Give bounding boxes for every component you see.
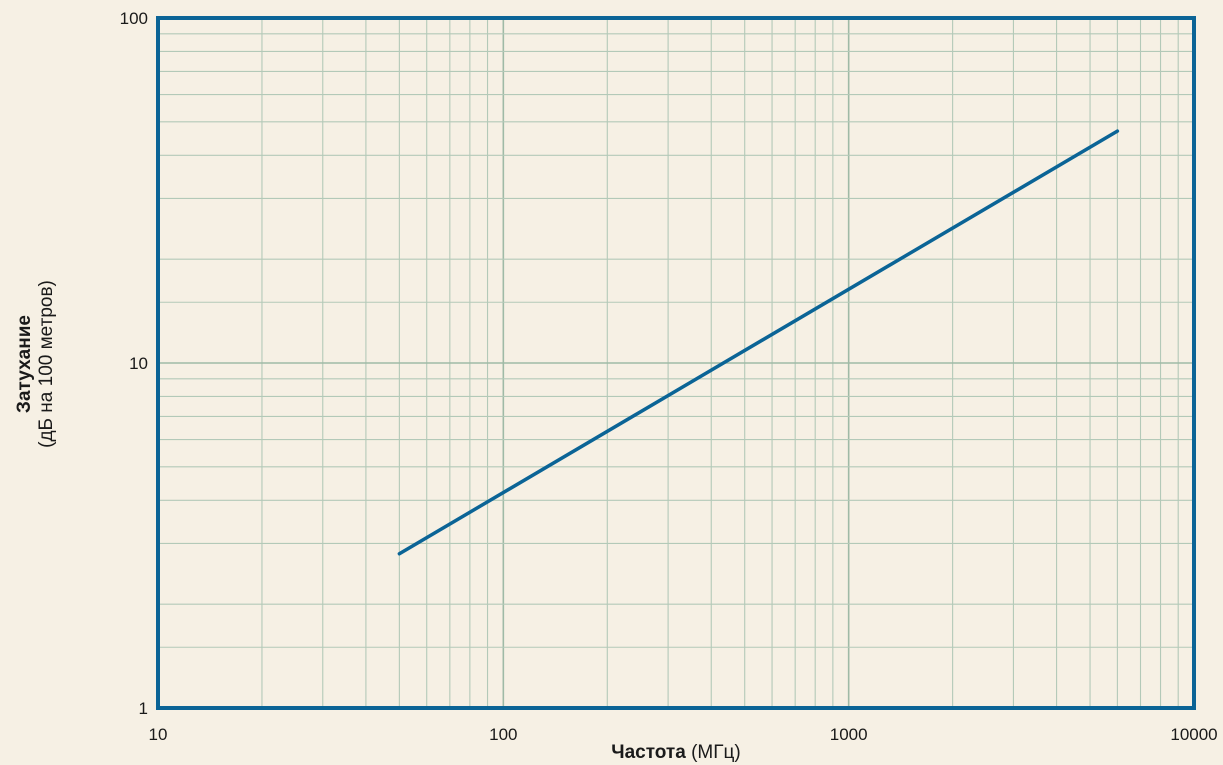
y-axis-title-bold: Затухание bbox=[14, 315, 35, 413]
plot-frame bbox=[156, 16, 1196, 710]
x-axis-title-unit: (МГц) bbox=[686, 742, 741, 763]
y-axis-title: Затухание (дБ на 100 метров) bbox=[14, 280, 57, 448]
x-tick-labels: 10 100 1000 10000 bbox=[149, 725, 1218, 744]
x-axis-title-bold: Частота bbox=[611, 742, 686, 763]
x-tick-label: 1000 bbox=[830, 725, 868, 744]
series-line bbox=[397, 129, 1120, 556]
y-tick-label: 10 bbox=[129, 354, 148, 373]
y-axis-title-unit: (дБ на 100 метров) bbox=[36, 280, 57, 448]
x-tick-label: 100 bbox=[489, 725, 517, 744]
series-layer bbox=[397, 129, 1120, 556]
y-tick-label: 100 bbox=[120, 9, 148, 28]
y-tick-label: 1 bbox=[139, 699, 148, 718]
x-axis-title: Частота (МГц) bbox=[611, 742, 740, 763]
y-tick-labels: 1 10 100 bbox=[120, 9, 148, 718]
x-tick-label: 10 bbox=[149, 725, 168, 744]
x-tick-label: 10000 bbox=[1170, 725, 1217, 744]
grid-layer bbox=[158, 18, 1194, 708]
